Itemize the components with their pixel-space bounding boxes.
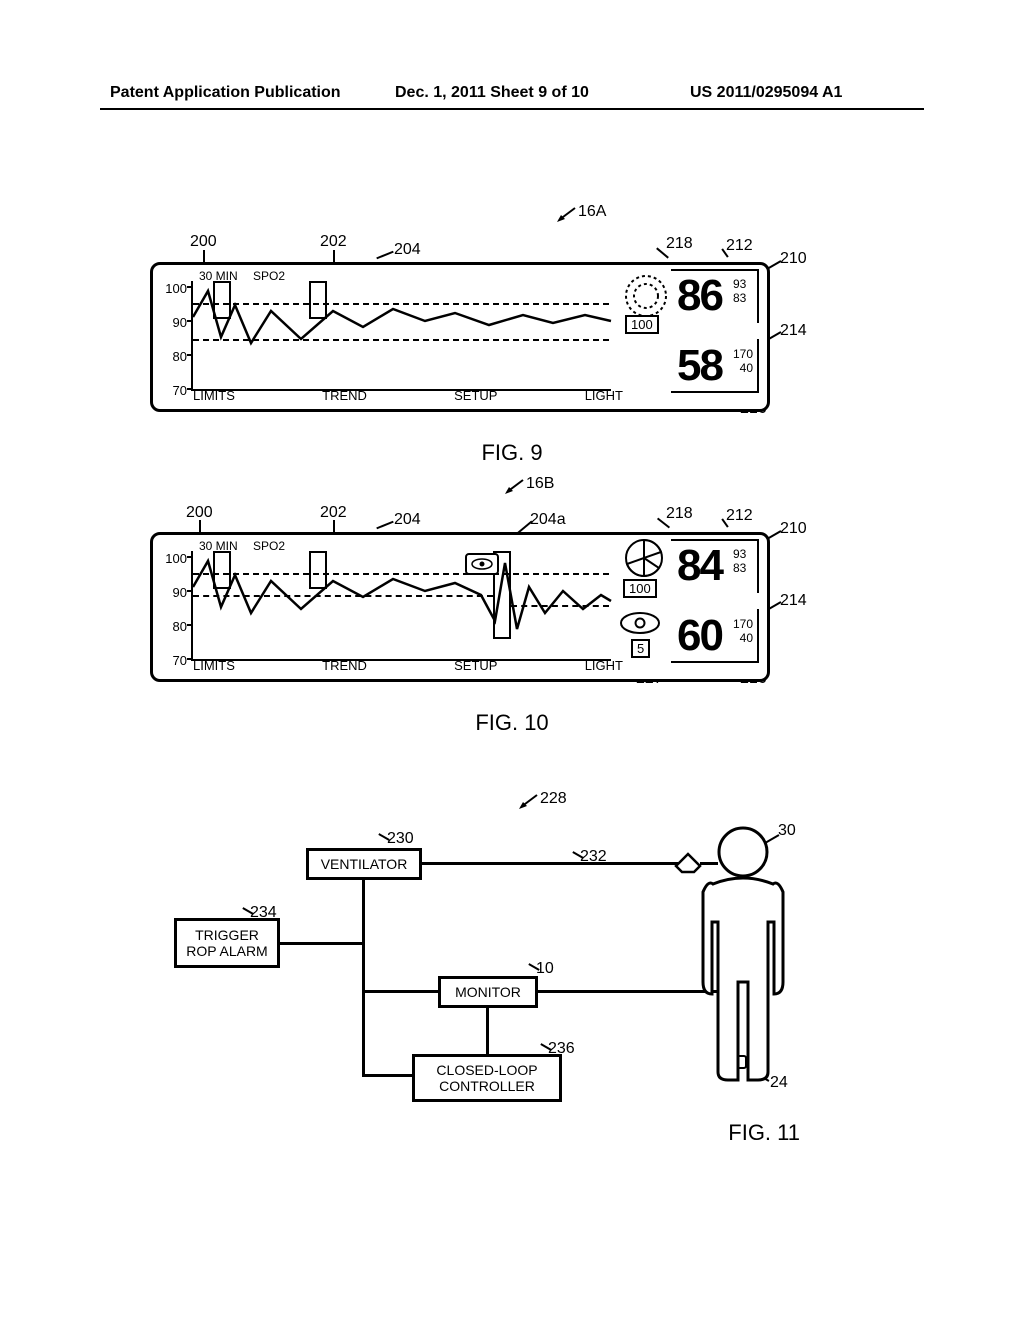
- trend-line: [193, 281, 613, 391]
- monitor-block: MONITOR: [438, 976, 538, 1008]
- closed-loop-block: CLOSED-LOOP CONTROLLER: [412, 1054, 562, 1102]
- trend-button[interactable]: TREND: [322, 658, 367, 673]
- ref-202-f9: 202: [320, 233, 347, 251]
- patient-icon: [688, 822, 798, 1082]
- ref-204-f10: 204: [394, 511, 421, 529]
- display-panel-fig9: 100 90 80 70 30 MIN SPO2 LIMITS TREND SE…: [150, 262, 770, 412]
- ref-214-f9: 214: [780, 322, 807, 340]
- fig11-label: FIG. 11: [300, 1120, 800, 1146]
- limits-button[interactable]: LIMITS: [193, 658, 235, 673]
- ref-228: 228: [540, 790, 567, 808]
- light-button[interactable]: LIGHT: [585, 658, 623, 673]
- wire: [422, 862, 678, 865]
- trend-button[interactable]: TREND: [322, 388, 367, 403]
- button-row: LIMITS TREND SETUP LIGHT: [193, 658, 623, 673]
- ref-16b: 16B: [526, 475, 554, 493]
- pulse-value: 58: [677, 341, 722, 390]
- ref-218-f10: 218: [666, 505, 693, 523]
- ventilator-block: VENTILATOR: [306, 848, 422, 880]
- button-row: LIMITS TREND SETUP LIGHT: [193, 388, 623, 403]
- arrow-icon: [503, 478, 525, 496]
- sat-seconds-value: 100: [625, 315, 659, 334]
- limits-button[interactable]: LIMITS: [193, 388, 235, 403]
- spo2-lo: 83: [733, 561, 746, 575]
- ref-218-f9: 218: [666, 235, 693, 253]
- ytick: 90: [163, 315, 187, 330]
- ytick: 70: [163, 653, 187, 668]
- ref-212-f10: 212: [726, 507, 753, 525]
- ref-230: 230: [387, 830, 414, 848]
- spo2-hi: 93: [733, 277, 746, 291]
- light-button[interactable]: LIGHT: [585, 388, 623, 403]
- ytick: 100: [163, 551, 187, 566]
- sat-seconds-pie-icon: [619, 537, 669, 579]
- ref-212-f9: 212: [726, 237, 753, 255]
- ref-200-f9: 200: [190, 233, 217, 251]
- wire: [362, 880, 365, 1076]
- rop-seconds-value: 5: [631, 639, 650, 658]
- ref-214-f10: 214: [780, 592, 807, 610]
- setup-button[interactable]: SETUP: [454, 388, 497, 403]
- setup-button[interactable]: SETUP: [454, 658, 497, 673]
- ytick: 100: [163, 281, 187, 296]
- spo2-value: 84: [677, 541, 722, 590]
- pulse-hi: 170: [733, 347, 753, 361]
- header-rule: [100, 108, 924, 110]
- ytick: 80: [163, 349, 187, 364]
- ref-16a: 16A: [578, 203, 606, 221]
- fig9-label: FIG. 9: [0, 440, 1024, 466]
- spo2-lo: 83: [733, 291, 746, 305]
- pub-number: US 2011/0295094 A1: [690, 84, 842, 102]
- sat-seconds-icon: [623, 273, 669, 319]
- ytick: 90: [163, 585, 187, 600]
- trend-line: [193, 551, 613, 661]
- ref-210-f9: 210: [780, 250, 807, 268]
- sat-seconds-value: 100: [623, 579, 657, 598]
- ref-210-f10: 210: [780, 520, 807, 538]
- wire: [280, 942, 363, 945]
- ytick: 70: [163, 383, 187, 398]
- leader: [376, 251, 393, 260]
- spo2-hi: 93: [733, 547, 746, 561]
- ytick: 80: [163, 619, 187, 634]
- pulse-value: 60: [677, 611, 722, 660]
- arrow-icon: [555, 206, 577, 224]
- ref-204a-f10: 204a: [530, 511, 566, 529]
- ref-204-f9: 204: [394, 241, 421, 259]
- pub-type: Patent Application Publication: [110, 84, 341, 102]
- display-panel-fig10: 100 90 80 70 30 MIN SPO2 LIMITS TREND SE…: [150, 532, 770, 682]
- fig10-label: FIG. 10: [0, 710, 1024, 736]
- wire: [486, 1008, 489, 1054]
- wire: [362, 990, 438, 993]
- leader: [376, 521, 393, 530]
- pulse-lo: 40: [733, 361, 753, 375]
- pulse-lo: 40: [733, 631, 753, 645]
- arrow-icon: [517, 793, 539, 811]
- wire: [362, 1074, 412, 1077]
- rop-eye-icon: [619, 611, 661, 635]
- pulse-hi: 170: [733, 617, 753, 631]
- rop-alarm-block: TRIGGER ROP ALARM: [174, 918, 280, 968]
- spo2-value: 86: [677, 271, 722, 320]
- date-sheet: Dec. 1, 2011 Sheet 9 of 10: [395, 84, 589, 102]
